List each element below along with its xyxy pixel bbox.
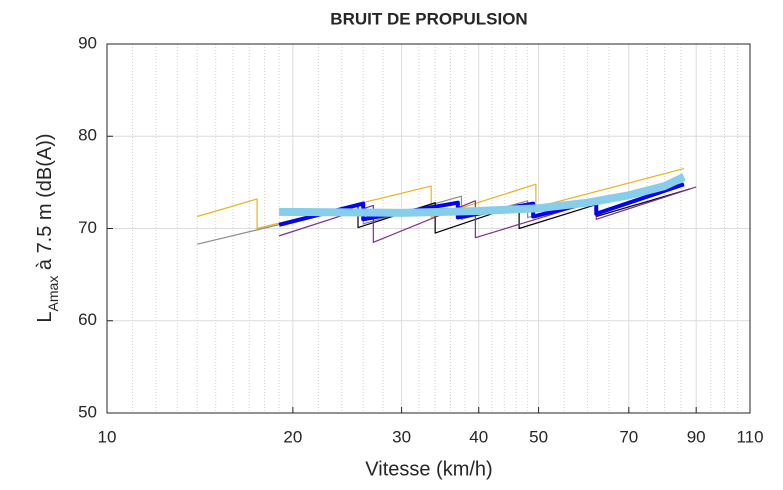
x-axis-label: Vitesse (km/h) [365, 458, 492, 480]
chart-title: BRUIT DE PROPULSION [330, 9, 527, 28]
y-tick-label: 80 [78, 126, 97, 145]
series-line [279, 173, 686, 217]
x-tick-label: 30 [392, 427, 411, 446]
x-tick-label: 50 [529, 427, 548, 446]
y-label-rest: à 7.5 m (dB(A)) [34, 133, 56, 275]
y-tick-label: 70 [78, 218, 97, 237]
x-tick-label: 90 [687, 427, 706, 446]
series-line [197, 167, 685, 230]
y-tick-label: 50 [78, 402, 97, 421]
x-tick-label: 20 [283, 427, 302, 446]
x-tick-label: 40 [469, 427, 488, 446]
y-tick-label: 60 [78, 310, 97, 329]
y-label-main: L [34, 311, 56, 322]
y-label-sub: Amax [45, 276, 61, 312]
y-tick-label: 90 [78, 33, 97, 52]
plot-frame [106, 43, 751, 414]
y-axis-label: LAmax à 7.5 m (dB(A)) [34, 133, 60, 322]
x-tick-label: 110 [736, 427, 763, 446]
x-tick-label: 10 [98, 427, 117, 446]
x-tick-label: 70 [619, 427, 638, 446]
